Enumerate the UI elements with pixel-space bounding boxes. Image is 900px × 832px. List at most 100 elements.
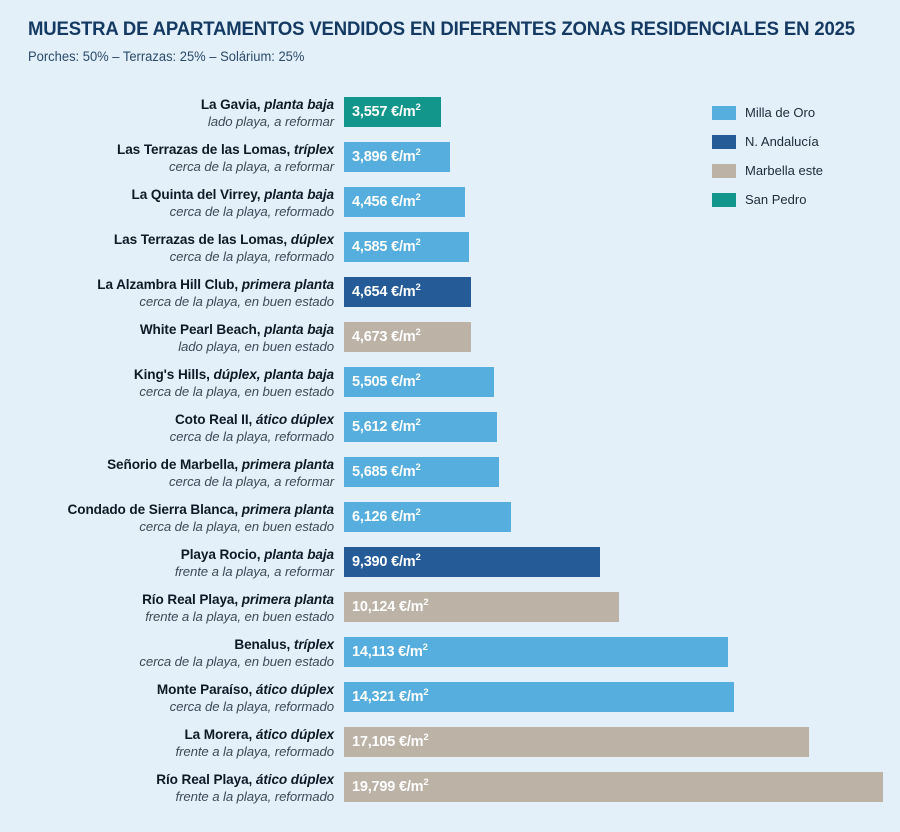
property-name: Coto Real II,	[174, 412, 253, 427]
bar-row-label: Señorio de Marbella, primera planta cerca…	[0, 456, 334, 490]
bar[interactable]: 3,896 €/m2	[344, 142, 450, 172]
bar-value-label: 6,126 €/m2	[352, 507, 421, 525]
square-exponent: 2	[415, 462, 421, 474]
square-exponent: 2	[422, 642, 428, 654]
property-detail: cerca de la playa, en buen estado	[139, 518, 334, 534]
bar[interactable]: 10,124 €/m2	[344, 592, 619, 622]
legend-label: Marbella este	[745, 163, 824, 178]
property-type: primera planta	[238, 457, 334, 472]
bar-row-label: Coto Real II, ático dúplex cerca de la pl…	[0, 411, 334, 445]
property-name-line: Las Terrazas de las Lomas, tríplex	[0, 142, 334, 159]
bar[interactable]: 4,673 €/m2	[344, 322, 471, 352]
square-exponent: 2	[415, 282, 421, 294]
bar[interactable]: 5,612 €/m2	[344, 412, 497, 442]
bar-row: Coto Real II, ático dúplex cerca de la pl…	[0, 411, 900, 456]
property-type: ático dúplex	[252, 727, 334, 742]
bar-row-label: Playa Rocio, planta baja frente a la play…	[0, 546, 334, 580]
bar-wrapper: 10,124 €/m2	[344, 592, 619, 622]
bar-value-label: 14,113 €/m2	[352, 642, 428, 660]
bar-row: La Alzambra Hill Club, primera planta cer…	[0, 276, 900, 321]
property-detail: cerca de la playa, reformado	[169, 248, 334, 264]
property-name-line: Coto Real II, ático dúplex	[0, 412, 334, 429]
bar-row-label: Río Real Playa, primera planta frente a l…	[0, 591, 334, 625]
property-name-line: La Morera, ático dúplex	[0, 727, 334, 744]
bar[interactable]: 19,799 €/m2	[344, 772, 883, 802]
bar[interactable]: 14,321 €/m2	[344, 682, 734, 712]
bar[interactable]: 14,113 €/m2	[344, 637, 728, 667]
property-name-line: La Gavia, planta baja	[0, 97, 334, 114]
bar-row-label: Condado de Sierra Blanca, primera planta…	[0, 501, 335, 535]
bar-value-label: 4,654 €/m2	[352, 282, 421, 300]
bar-row: La Gavia, planta baja lado playa, a refor…	[0, 96, 900, 141]
square-exponent: 2	[423, 597, 429, 609]
bar-row: La Quinta del Virrey, planta baja cerca d…	[0, 186, 900, 231]
property-detail: cerca de la playa, a reformar	[169, 158, 334, 174]
bar-row: Las Terrazas de las Lomas, tríplex cerca …	[0, 141, 900, 186]
bar-row-label: La Quinta del Virrey, planta baja cerca d…	[0, 186, 335, 220]
property-name: Río Real Playa,	[156, 772, 253, 787]
page-title: MUESTRA DE APARTAMENTOS VENDIDOS EN DIFE…	[28, 18, 855, 40]
property-name: White Pearl Beach,	[139, 322, 261, 337]
property-type: ático dúplex	[252, 412, 334, 427]
property-name-line: White Pearl Beach, planta baja	[0, 322, 334, 339]
legend-item[interactable]: San Pedro	[712, 185, 897, 214]
square-exponent: 2	[415, 372, 421, 384]
property-name: La Alzambra Hill Club,	[97, 277, 239, 292]
bar-row: Las Terrazas de las Lomas, dúplex cerca d…	[0, 231, 900, 276]
bar[interactable]: 9,390 €/m2	[344, 547, 600, 577]
square-exponent: 2	[415, 192, 421, 204]
property-name-line: Condado de Sierra Blanca, primera planta	[0, 502, 335, 519]
square-exponent: 2	[415, 237, 421, 249]
legend-item[interactable]: N. Andalucía	[712, 127, 897, 156]
legend-item[interactable]: Marbella este	[712, 156, 897, 185]
bar-rows: La Gavia, planta baja lado playa, a refor…	[0, 96, 900, 816]
bar-row-label: White Pearl Beach, planta baja lado playa…	[0, 321, 334, 355]
property-name: La Quinta del Virrey,	[131, 187, 261, 202]
property-detail: frente a la playa, reformado	[175, 743, 335, 759]
chart-subtitle: Porches: 50% – Terrazas: 25% – Solárium:…	[28, 49, 305, 64]
property-detail: cerca de la playa, reformado	[169, 203, 334, 219]
property-name: Condado de Sierra Blanca,	[67, 502, 239, 517]
bar-wrapper: 5,685 €/m2	[344, 457, 499, 487]
property-name: Monte Paraíso,	[156, 682, 253, 697]
bar-value-label: 5,505 €/m2	[352, 372, 421, 390]
square-exponent: 2	[423, 687, 429, 699]
bar-row: Playa Rocio, planta baja frente a la play…	[0, 546, 900, 591]
square-exponent: 2	[415, 147, 421, 159]
bar-wrapper: 3,896 €/m2	[344, 142, 450, 172]
square-exponent: 2	[415, 552, 421, 564]
bar[interactable]: 5,505 €/m2	[344, 367, 494, 397]
bar[interactable]: 4,654 €/m2	[344, 277, 471, 307]
bar-wrapper: 14,113 €/m2	[344, 637, 728, 667]
bar[interactable]: 4,585 €/m2	[344, 232, 469, 262]
property-type: primera planta	[238, 502, 334, 517]
chart-legend: Milla de Oro N. Andalucía Marbella este San…	[712, 98, 897, 214]
bar-row-label: Las Terrazas de las Lomas, tríplex cerca …	[0, 141, 334, 175]
property-type: planta baja	[260, 547, 334, 562]
bar-row-label: Benalus, tríplex cerca de la playa, en bu…	[0, 636, 334, 670]
bar-row: La Morera, ático dúplex frente a la playa…	[0, 726, 900, 771]
bar-row: Señorio de Marbella, primera planta cerca…	[0, 456, 900, 501]
bar[interactable]: 6,126 €/m2	[344, 502, 511, 532]
bar[interactable]: 3,557 €/m2	[344, 97, 441, 127]
bar-wrapper: 3,557 €/m2	[344, 97, 441, 127]
property-type: tríplex	[290, 637, 334, 652]
property-name-line: Las Terrazas de las Lomas, dúplex	[0, 232, 334, 249]
property-name: King's Hills,	[133, 367, 210, 382]
bar[interactable]: 17,105 €/m2	[344, 727, 809, 757]
bar-wrapper: 19,799 €/m2	[344, 772, 883, 802]
property-name-line: Benalus, tríplex	[0, 637, 334, 654]
legend-item[interactable]: Milla de Oro	[712, 98, 897, 127]
bar-wrapper: 5,505 €/m2	[344, 367, 494, 397]
bar-value-label: 10,124 €/m2	[352, 597, 429, 615]
property-name: La Gavia,	[200, 97, 261, 112]
property-name: Señorio de Marbella,	[107, 457, 239, 472]
bar-value-label: 4,673 €/m2	[352, 327, 421, 345]
property-detail: cerca de la playa, en buen estado	[139, 383, 334, 399]
bar-row: Condado de Sierra Blanca, primera planta…	[0, 501, 900, 546]
bar[interactable]: 5,685 €/m2	[344, 457, 499, 487]
bar[interactable]: 4,456 €/m2	[344, 187, 465, 217]
bar-value-label: 3,557 €/m2	[352, 102, 421, 120]
bar-wrapper: 9,390 €/m2	[344, 547, 600, 577]
